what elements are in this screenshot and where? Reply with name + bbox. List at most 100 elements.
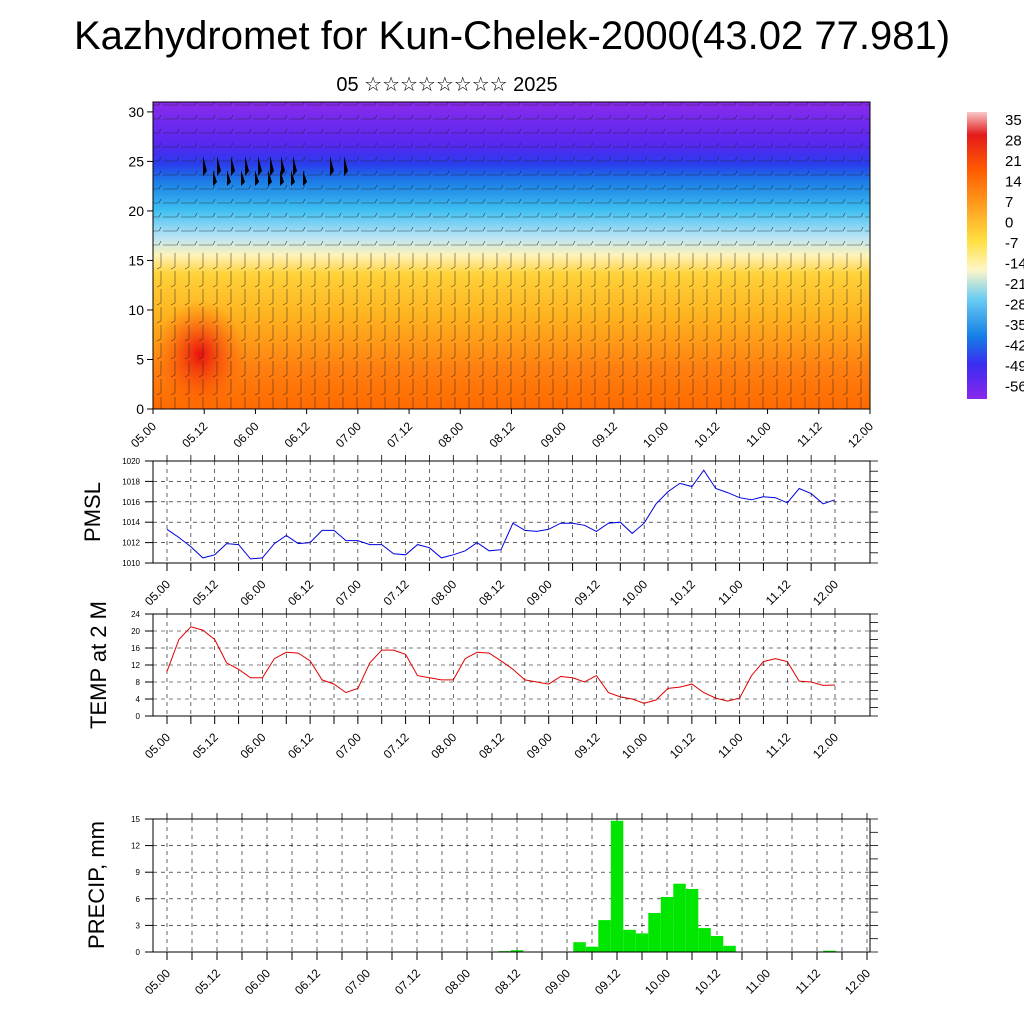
precip-bar bbox=[573, 942, 586, 952]
x-tick-label: 12.00 bbox=[810, 577, 841, 608]
x-tick-label: 06.00 bbox=[237, 730, 268, 761]
y-tick-label: 8 bbox=[136, 678, 141, 687]
y-tick-label: 3 bbox=[136, 921, 141, 930]
temp-y-label: TEMP at 2 M bbox=[86, 601, 111, 729]
x-tick-label: 11.00 bbox=[715, 730, 746, 761]
y-tick-label: 4 bbox=[136, 695, 141, 704]
wind-flag bbox=[231, 156, 235, 176]
pmsl-y-axis: 1010 1012 1014 1016 1018 1020 bbox=[122, 457, 878, 568]
heatmap-x-tick-label: 10.00 bbox=[640, 419, 671, 450]
y-tick-label: 1018 bbox=[122, 477, 140, 486]
x-tick-label: 10.00 bbox=[642, 966, 673, 997]
x-tick-label: 10.12 bbox=[667, 730, 698, 761]
y-tick-label: 0 bbox=[136, 712, 141, 721]
colorbar-label: -49 bbox=[1005, 358, 1024, 375]
heatmap-x-tick-label: 08.12 bbox=[486, 419, 517, 450]
precip-frame bbox=[152, 818, 871, 953]
wind-flag bbox=[213, 170, 217, 186]
y-tick-label: 24 bbox=[131, 610, 140, 619]
temperature-heatmap: 0 5 10 15 20 25 30 05.00 05.12 06.00 06.12 07.00 07… bbox=[128, 101, 876, 450]
heatmap-x-tick-label: 09.00 bbox=[538, 419, 569, 450]
heatmap-x-tick-label: 05.00 bbox=[128, 419, 159, 450]
x-tick-label: 08.00 bbox=[428, 577, 459, 608]
wind-flag bbox=[255, 170, 259, 186]
heatmap-x-tick-label: 06.12 bbox=[282, 419, 313, 450]
colorbar-label: 7 bbox=[1005, 194, 1013, 211]
heatmap-x-tick-label: 07.00 bbox=[333, 419, 364, 450]
precip-bar bbox=[698, 928, 711, 952]
colorbar-label: -28 bbox=[1005, 297, 1024, 314]
heatmap-x-tick-label: 11.00 bbox=[743, 419, 774, 450]
colorbar: 35 28 21 14 7 0 -7 -14 -21 -28 -35 -42 -49 -56 bbox=[967, 112, 1024, 399]
x-tick-label: 07.00 bbox=[333, 730, 364, 761]
x-tick-label: 11.12 bbox=[763, 730, 794, 761]
y-tick-label: 9 bbox=[136, 868, 141, 877]
wind-flags bbox=[203, 156, 348, 186]
x-tick-label: 07.12 bbox=[381, 577, 412, 608]
heatmap-x-tick-label: 11.12 bbox=[794, 419, 825, 450]
colorbar-label: -42 bbox=[1005, 338, 1024, 355]
x-tick-label: 06.12 bbox=[292, 966, 323, 997]
x-tick-label: 06.12 bbox=[285, 730, 316, 761]
wind-flag bbox=[291, 170, 295, 186]
temp-line bbox=[166, 626, 836, 704]
x-tick-label: 07.00 bbox=[333, 577, 364, 608]
x-tick-label: 10.12 bbox=[692, 966, 723, 997]
x-tick-label: 05.00 bbox=[142, 730, 173, 761]
x-tick-label: 06.00 bbox=[242, 966, 273, 997]
heatmap-x-tick-label: 09.12 bbox=[589, 419, 620, 450]
temp-series bbox=[166, 626, 836, 704]
heatmap-y-tick-label: 30 bbox=[128, 104, 144, 120]
colorbar-label: 14 bbox=[1005, 174, 1022, 191]
x-tick-label: 08.00 bbox=[442, 966, 473, 997]
temp-panel: 0 4 8 12 16 20 24 05.00 05.12 06.00 06.12 07.00 07.… bbox=[86, 601, 878, 761]
colorbar-labels: 35 28 21 14 7 0 -7 -14 -21 -28 -35 -42 -49 -56 bbox=[1005, 112, 1024, 396]
precip-bar bbox=[635, 933, 649, 952]
x-tick-label: 09.12 bbox=[571, 730, 602, 761]
chart-title: Kazhydromet for Kun-Chelek-2000(43.02 77… bbox=[73, 14, 951, 58]
y-tick-label: 16 bbox=[131, 644, 140, 653]
y-tick-label: 0 bbox=[136, 948, 141, 957]
pmsl-panel: 1010 1012 1014 1016 1018 1020 05.00 05.12 06.00… bbox=[80, 455, 878, 608]
heatmap-x-axis: 05.00 05.12 06.00 06.12 07.00 07.12 08.00 08.12… bbox=[128, 409, 876, 450]
x-tick-label: 10.12 bbox=[667, 577, 698, 608]
temp-grid bbox=[153, 613, 870, 717]
wind-flag bbox=[203, 156, 207, 176]
x-tick-label: 09.12 bbox=[592, 966, 623, 997]
precip-bar bbox=[598, 920, 611, 952]
y-tick-label: 12 bbox=[131, 661, 140, 670]
heatmap-x-tick-label: 05.12 bbox=[179, 419, 210, 450]
x-tick-label: 10.00 bbox=[619, 730, 650, 761]
x-tick-label: 05.00 bbox=[142, 577, 173, 608]
y-tick-label: 1020 bbox=[122, 457, 140, 466]
wind-flag bbox=[227, 170, 231, 186]
wind-barbs-upper bbox=[153, 102, 870, 252]
heatmap-x-tick-label: 06.00 bbox=[230, 419, 261, 450]
precip-grid bbox=[153, 818, 870, 953]
temp-y-axis: 0 4 8 12 16 20 24 bbox=[131, 610, 878, 721]
precip-x-axis: 05.00 05.12 06.00 06.12 07.00 07.12 08.00 08.12… bbox=[142, 813, 873, 997]
chart-subtitle: 05 ☆☆☆☆☆☆☆☆ 2025 bbox=[336, 74, 558, 96]
x-tick-label: 09.12 bbox=[571, 577, 602, 608]
y-tick-label: 15 bbox=[131, 815, 140, 824]
colorbar-label: -35 bbox=[1005, 317, 1024, 334]
x-tick-label: 06.00 bbox=[237, 577, 268, 608]
y-tick-label: 1012 bbox=[122, 539, 140, 548]
colorbar-label: -14 bbox=[1005, 256, 1024, 273]
x-tick-label: 05.12 bbox=[190, 730, 221, 761]
x-tick-label: 08.12 bbox=[476, 730, 507, 761]
y-tick-label: 1014 bbox=[122, 518, 140, 527]
x-tick-label: 05.12 bbox=[192, 966, 223, 997]
y-tick-label: 1010 bbox=[122, 559, 140, 568]
wind-barbs-lower bbox=[153, 252, 870, 409]
colorbar-label: -56 bbox=[1005, 379, 1024, 396]
precip-bar bbox=[585, 946, 599, 952]
precip-bar bbox=[685, 889, 699, 952]
x-tick-label: 09.00 bbox=[542, 966, 573, 997]
x-tick-label: 07.12 bbox=[392, 966, 423, 997]
wind-flag bbox=[241, 170, 245, 186]
x-tick-label: 08.00 bbox=[428, 730, 459, 761]
heatmap-x-tick-label: 10.12 bbox=[691, 419, 722, 450]
pmsl-x-axis: 05.00 05.12 06.00 06.12 07.00 07.12 08.00 08.12… bbox=[142, 455, 841, 608]
